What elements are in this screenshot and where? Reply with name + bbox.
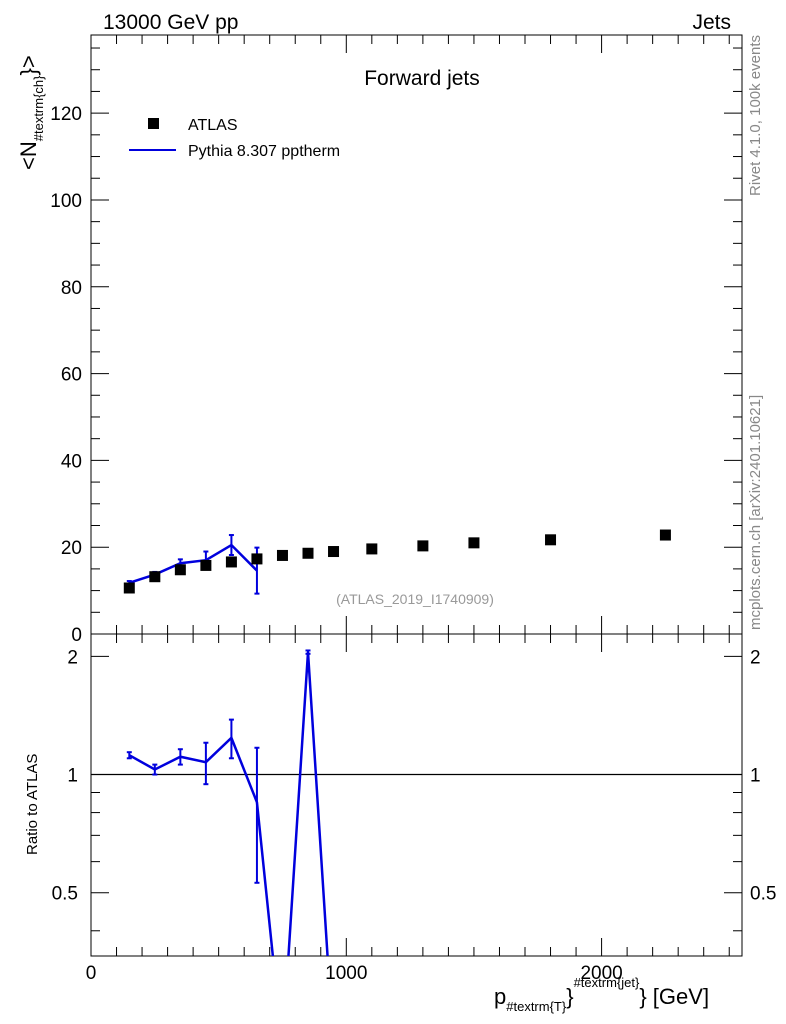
x-axis-title-close: } [GeV] <box>639 984 709 1009</box>
chart-title: Forward jets <box>364 67 480 90</box>
x-tick-label: 0 <box>86 963 97 984</box>
main-y-tick-label: 40 <box>61 451 82 472</box>
x-axis-title-sup: #textrm{jet} <box>574 975 640 990</box>
x-axis-title-brace: } <box>566 984 573 1009</box>
atlas-data-point <box>225 556 237 568</box>
x-tick-label: 1000 <box>325 963 367 984</box>
analysis-tag: (ATLAS_2019_I1740909) <box>336 591 494 607</box>
x-tick-label: 2000 <box>580 963 622 984</box>
mcplots-label: mcplots.cern.ch [arXiv:2401.10621] <box>747 395 764 630</box>
energy-label: 13000 GeV pp <box>103 11 238 34</box>
main-axis-ticks: 0 20 40 60 80 100 120 <box>50 35 742 646</box>
ratio-panel-frame <box>90 633 743 957</box>
ratio-y-tick-label-left: 0.5 <box>52 884 78 905</box>
y-axis-title-close: }> <box>16 55 41 75</box>
atlas-data-point <box>659 529 671 541</box>
x-axis-title-sub: #textrm{T} <box>506 999 567 1014</box>
legend-data-marker <box>148 118 159 129</box>
ratio-axis-title: Ratio to ATLAS <box>24 754 41 855</box>
atlas-data-point <box>200 559 212 571</box>
ratio-y-tick-label-left: 1 <box>67 766 78 787</box>
main-y-tick-label: 20 <box>61 538 82 559</box>
atlas-data-point <box>302 547 314 559</box>
y-axis-title: <N#textrm{ch}}> <box>16 55 46 170</box>
legend-data-label: ATLAS <box>188 117 238 134</box>
atlas-data-point <box>468 537 480 549</box>
y-axis-title-main: <N <box>16 141 41 170</box>
main-y-tick-label: 120 <box>50 104 82 125</box>
ratio-axis-ticks: 0 1000 2000 0.5 0.5 1 1 2 2 <box>52 634 776 984</box>
legend-mc-label: Pythia 8.307 pptherm <box>188 143 340 160</box>
atlas-data-point <box>366 543 378 555</box>
ratio-y-tick-label-right: 2 <box>750 647 761 668</box>
x-axis-title: p#textrm{T}}#textrm{jet}} [GeV] <box>494 975 709 1014</box>
atlas-data-point <box>149 571 161 583</box>
main-y-tick-label: 80 <box>61 278 82 299</box>
atlas-data-point <box>251 553 263 565</box>
y-axis-title-sub: #textrm{ch} <box>31 75 46 141</box>
process-label: Jets <box>692 11 731 34</box>
main-y-tick-label: 100 <box>50 191 82 212</box>
legend: ATLAS Pythia 8.307 pptherm <box>129 117 340 160</box>
rivet-version-label: Rivet 4.1.0, 100k events <box>747 35 764 196</box>
atlas-data-point <box>417 540 429 552</box>
atlas-data-point <box>276 549 288 561</box>
atlas-data-point <box>328 546 340 558</box>
atlas-data-point <box>174 564 186 576</box>
mc-line <box>128 543 258 584</box>
atlas-data-point <box>123 582 135 594</box>
ratio-y-tick-label-left: 2 <box>67 647 78 668</box>
ratio-mc-line <box>128 652 329 956</box>
ratio-y-tick-label-right: 1 <box>750 766 761 787</box>
x-axis-title-main: p <box>494 984 506 1009</box>
main-plot-area <box>123 529 671 595</box>
main-y-tick-label: 60 <box>61 365 82 386</box>
main-y-tick-label: 0 <box>71 625 82 646</box>
ratio-plot-area <box>91 649 742 956</box>
ratio-y-tick-label-right: 0.5 <box>750 884 776 905</box>
atlas-data-point <box>545 534 557 546</box>
